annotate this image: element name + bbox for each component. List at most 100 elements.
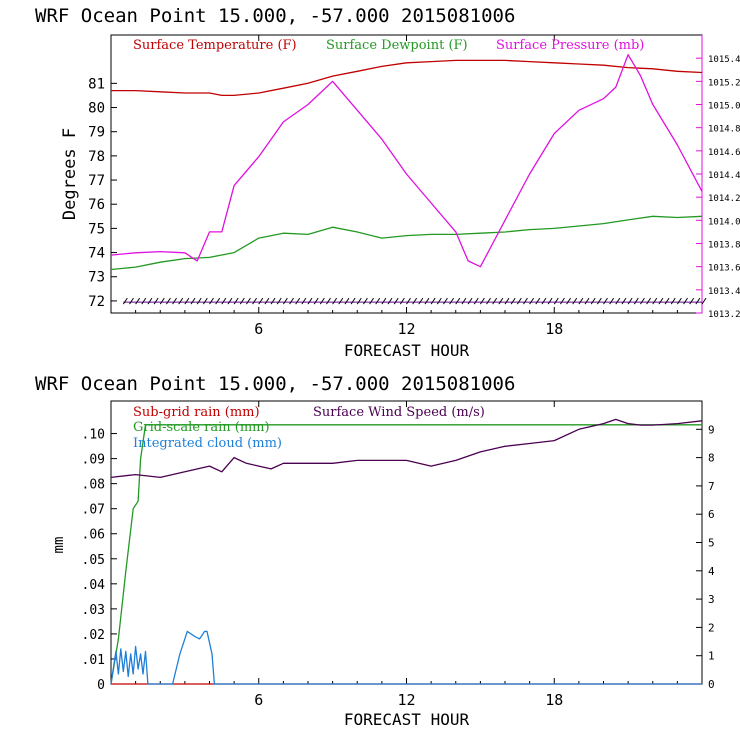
wind-barb [590, 297, 596, 305]
y2-tick-label: 1013.8 [708, 241, 740, 251]
wind-barb [282, 297, 288, 305]
wind-barb [572, 297, 578, 305]
wind-barb [695, 297, 701, 305]
y2-tick-label: 1015.4 [708, 55, 740, 65]
wind-barb [603, 297, 608, 305]
wind-barb [676, 297, 682, 305]
wind-barb [381, 297, 387, 305]
wind-barb [190, 297, 196, 305]
wind-barb [141, 297, 147, 305]
y2-tick-label: 1013.2 [708, 310, 740, 320]
wind-barb [307, 297, 313, 305]
x-tick-label: 12 [397, 320, 415, 338]
series-line-1 [110, 424, 702, 685]
wind-barb [387, 297, 393, 305]
wind-barb [609, 297, 615, 305]
y2-tick-label: 1 [708, 650, 715, 663]
wind-barb [658, 297, 664, 305]
y2-tick-label: 0 [708, 678, 715, 691]
wind-barb [541, 297, 547, 305]
y2-tick-label: 1013.4 [708, 287, 740, 297]
y-tick-label: .06 [82, 528, 105, 543]
legend-entry: Integrated cloud (mm) [133, 436, 282, 451]
wind-barb [362, 297, 368, 305]
wind-barb [202, 297, 208, 305]
wind-barb [147, 297, 153, 305]
wind-barb [233, 297, 239, 305]
y-tick-label: 72 [88, 294, 105, 310]
wind-barb [627, 297, 633, 305]
wind-barb [276, 297, 282, 305]
wind-barb [313, 297, 319, 305]
y-tick-label: .01 [82, 653, 105, 668]
x-tick-label: 6 [254, 320, 263, 338]
wind-barb [227, 297, 233, 305]
wind-barb [535, 297, 541, 305]
wind-barb [209, 297, 214, 305]
wind-barb [664, 297, 670, 305]
wind-barb [319, 297, 325, 305]
wind-barb [344, 297, 350, 305]
y-tick-label: .09 [82, 453, 105, 468]
y-tick-label: .08 [82, 478, 105, 493]
y-tick-label: .04 [82, 578, 106, 593]
wind-barb [596, 297, 602, 305]
x-axis-label: FORECAST HOUR [344, 710, 470, 729]
x-tick-label: 18 [545, 691, 563, 709]
chart-title: WRF Ocean Point 15.000, -57.000 20150810… [35, 5, 515, 27]
y-tick-label: 0 [97, 678, 105, 693]
wind-barb [412, 297, 418, 305]
series-line-2 [110, 630, 702, 685]
y-tick-label: 77 [88, 173, 105, 189]
y-tick-label: 73 [88, 270, 105, 286]
wind-barb [332, 297, 338, 305]
y2-tick-label: 7 [708, 480, 715, 493]
chart-panel-top: WRF Ocean Point 15.000, -57.000 20150810… [35, 5, 740, 360]
wind-barb [640, 297, 645, 305]
wind-barb [406, 297, 411, 305]
wind-barb [135, 297, 141, 305]
legend-entry: Surface Dewpoint (F) [326, 38, 468, 53]
y2-tick-label: 1013.6 [708, 264, 740, 274]
wind-barb [516, 297, 522, 305]
y2-tick-label: 1014.4 [708, 171, 740, 181]
wind-barb [646, 297, 652, 305]
wind-barb [479, 297, 485, 305]
series-line-2 [110, 54, 703, 268]
y2-tick-label: 1015.0 [708, 102, 740, 112]
wind-barb [689, 297, 695, 305]
wind-barb [153, 297, 159, 305]
y-tick-label: .03 [82, 603, 105, 618]
x-tick-label: 18 [545, 320, 563, 338]
wind-barb [467, 297, 473, 305]
wind-barb [449, 297, 455, 305]
chart-panel-bottom: WRF Ocean Point 15.000, -57.000 20150810… [35, 373, 715, 729]
wind-barb [578, 297, 584, 305]
wind-barb [701, 297, 707, 305]
wind-barb [566, 297, 571, 305]
y2-tick-label: 1014.8 [708, 125, 740, 135]
wind-barb [295, 297, 301, 305]
wind-barb [178, 297, 184, 305]
y-tick-label: .02 [82, 628, 105, 643]
y2-tick-label: 1014.0 [708, 217, 740, 227]
y-tick-label: .07 [82, 503, 105, 518]
x-tick-label: 6 [254, 691, 263, 709]
wind-barb [264, 297, 270, 305]
wind-barb [424, 297, 430, 305]
wind-barb [418, 297, 424, 305]
wind-barb [159, 297, 165, 305]
legend-entry: Sub-grid rain (mm) [133, 405, 260, 420]
y2-tick-label: 1014.6 [708, 148, 740, 158]
wind-barb [510, 297, 516, 305]
y-tick-label: 76 [88, 197, 105, 213]
y-tick-label: .10 [82, 428, 105, 443]
wind-barb [633, 297, 639, 305]
y2-tick-label: 5 [708, 537, 715, 550]
wind-barb [129, 297, 134, 305]
legend-entry: Surface Wind Speed (m/s) [313, 405, 485, 420]
wind-barb [486, 297, 491, 305]
wind-barb [356, 297, 362, 305]
x-axis-label: FORECAST HOUR [344, 341, 470, 360]
wind-barb [498, 297, 504, 305]
